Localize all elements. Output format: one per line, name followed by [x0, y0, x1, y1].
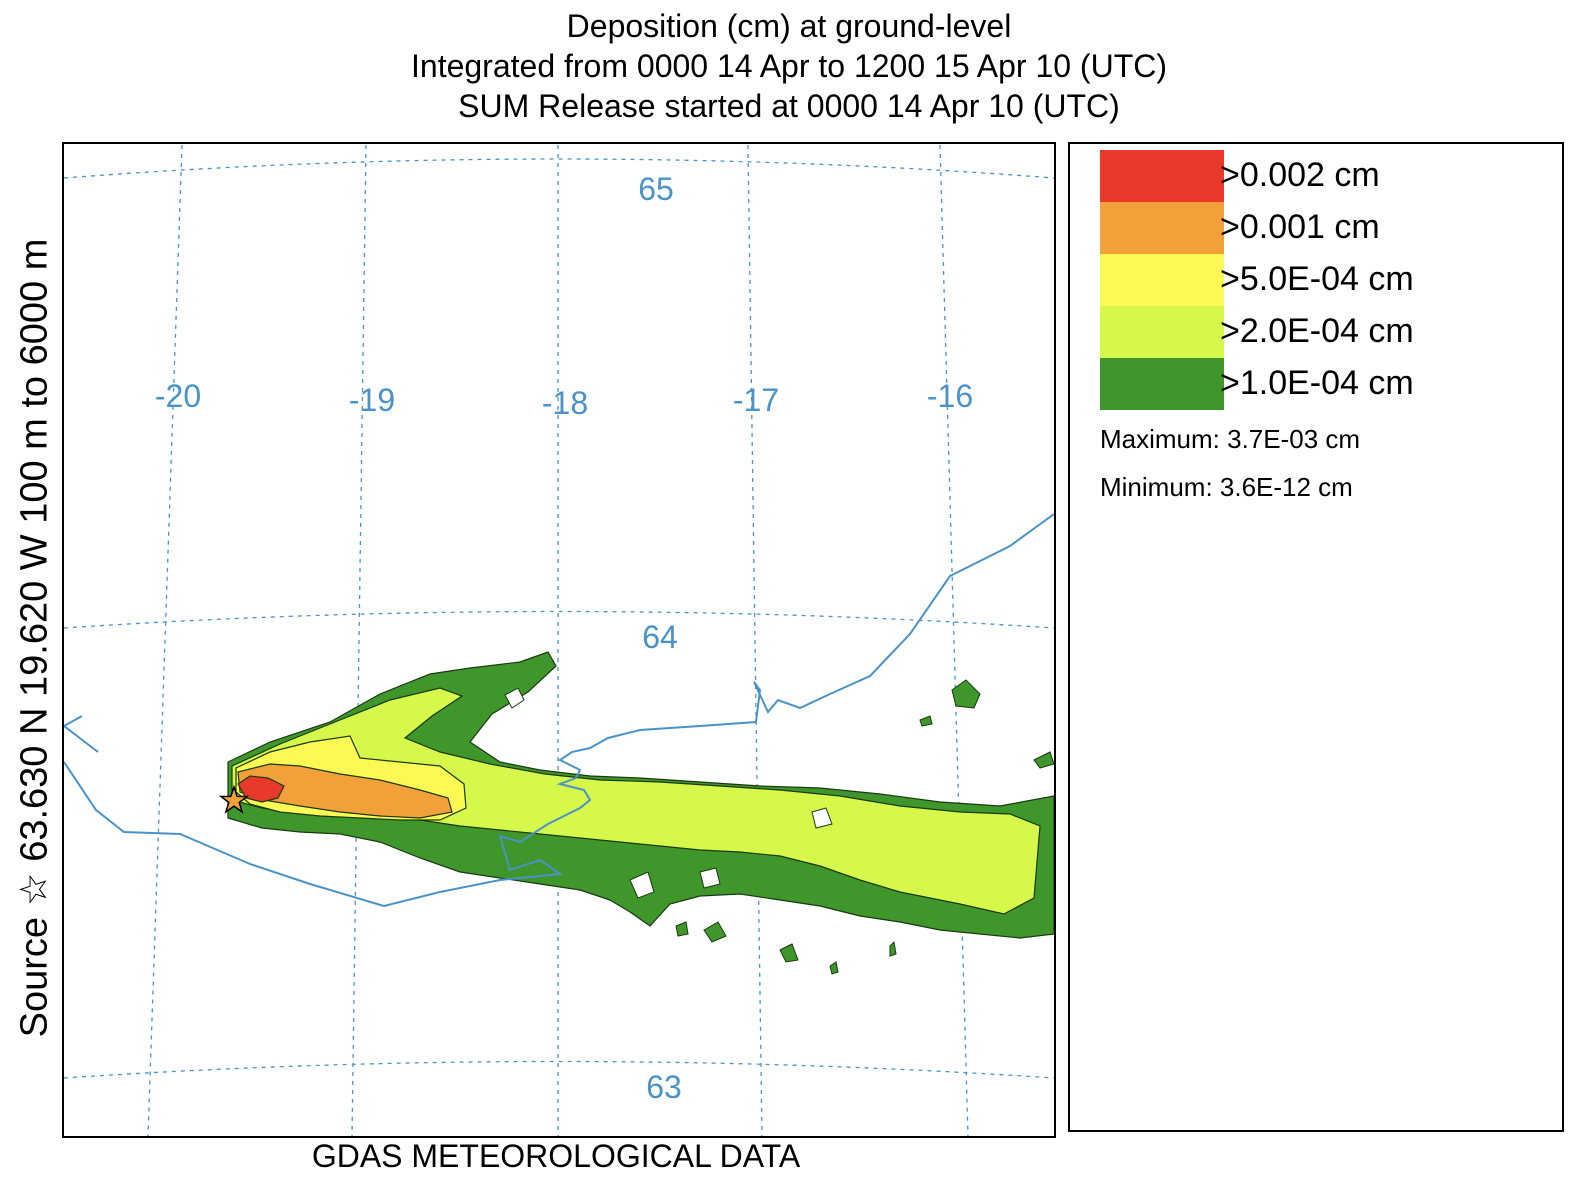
legend-swatch-red: [1100, 150, 1224, 202]
plume-patches: [675, 679, 1054, 975]
data-source-footer: GDAS METEOROLOGICAL DATA: [311, 1138, 801, 1174]
plume-patch: [889, 940, 897, 957]
lon-label-18: -18: [542, 385, 588, 421]
lon-label-20: -20: [155, 378, 201, 414]
lat-label-65: 65: [638, 171, 674, 207]
plume-hole: [629, 871, 655, 899]
plume-hole: [699, 867, 721, 889]
legend-item: >1.0E-04 cm: [1100, 358, 1560, 410]
coastline-tip: [64, 715, 99, 753]
plume-holes: [504, 687, 833, 899]
legend-item: >5.0E-04 cm: [1100, 254, 1560, 306]
lat-line-65: [64, 158, 1054, 179]
legend-swatch-orange: [1100, 202, 1224, 254]
legend-item: >0.002 cm: [1100, 150, 1560, 202]
plume-patch: [951, 679, 981, 709]
coastline-main: [64, 513, 1054, 908]
plume-patch: [1033, 751, 1054, 769]
contour-level-5: [237, 775, 285, 803]
title-line-3: SUM Release started at 0000 14 Apr 10 (U…: [458, 88, 1120, 124]
legend-label: >5.0E-04 cm: [1220, 260, 1414, 298]
map-title: Deposition (cm) at ground-level Integrat…: [0, 6, 1578, 126]
plume-patch: [919, 715, 933, 727]
plume-patch: [829, 961, 839, 975]
legend-label: >0.002 cm: [1220, 156, 1380, 194]
lon-label-17: -17: [733, 382, 779, 418]
legend-label: >1.0E-04 cm: [1220, 364, 1414, 402]
legend-swatch-yellow: [1100, 254, 1224, 306]
plume-patch: [703, 921, 727, 943]
lon-line-17: [747, 144, 763, 1136]
legend-panel: >0.002 cm >0.001 cm >5.0E-04 cm >2.0E-04…: [1068, 142, 1564, 1132]
lon-line-20: [147, 144, 183, 1136]
legend-item: >2.0E-04 cm: [1100, 306, 1560, 358]
coastline: [64, 513, 1054, 908]
plume-patch: [779, 943, 799, 963]
graticule: [64, 144, 1054, 1136]
lat-line-64: [64, 610, 1054, 629]
contour-level-4: [237, 763, 453, 819]
lon-label-19: -19: [349, 382, 395, 418]
lon-line-19: [351, 144, 367, 1136]
legend-label: >0.001 cm: [1220, 208, 1380, 246]
title-line-1: Deposition (cm) at ground-level: [566, 8, 1012, 44]
contour-level-2: [231, 687, 1041, 915]
lat-label-64: 64: [642, 619, 678, 655]
legend-label: >2.0E-04 cm: [1220, 312, 1414, 350]
legend-swatch-light-green: [1100, 306, 1224, 358]
legend-minimum: Minimum: 3.6E-12 cm: [1100, 472, 1353, 502]
legend-maximum: Maximum: 3.7E-03 cm: [1100, 424, 1361, 454]
lon-label-16: -16: [927, 378, 973, 414]
title-line-2: Integrated from 0000 14 Apr to 1200 15 A…: [411, 48, 1167, 84]
deposition-plume: [227, 651, 1054, 975]
plume-hole: [504, 687, 525, 709]
plume-hole: [811, 807, 833, 829]
map-frame: [62, 142, 1056, 1138]
legend-swatch-green: [1100, 358, 1224, 410]
lon-line-16: [939, 144, 969, 1136]
lat-label-63: 63: [646, 1069, 682, 1105]
star-icon: [218, 784, 250, 814]
lat-line-63: [64, 1060, 1054, 1079]
plume-patch: [675, 921, 689, 937]
legend-item: >0.001 cm: [1100, 202, 1560, 254]
